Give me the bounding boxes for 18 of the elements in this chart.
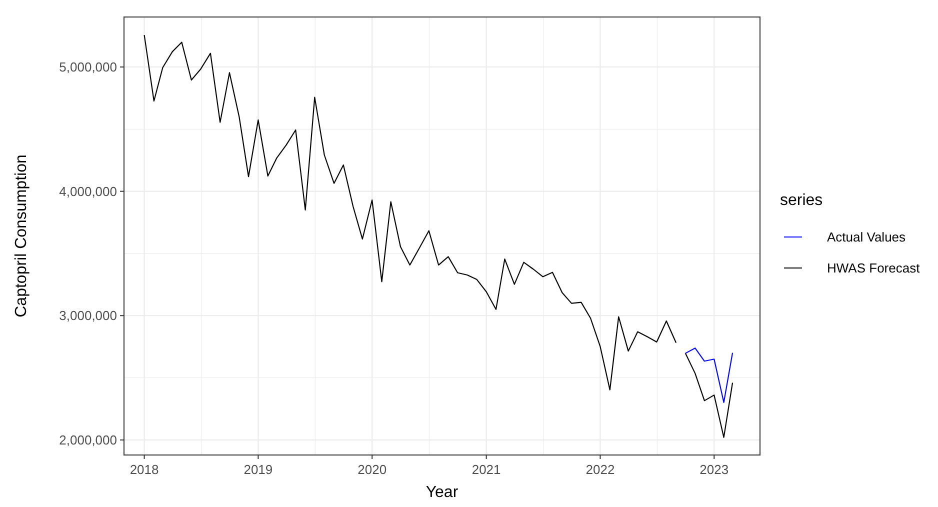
line-series: [144, 34, 677, 390]
y-tick-label: 5,000,000: [59, 60, 117, 75]
x-tick-label: 2022: [586, 462, 615, 477]
x-tick-label: 2021: [472, 462, 501, 477]
line-series: [684, 348, 734, 403]
line-series: [684, 352, 734, 438]
legend-title: series: [780, 192, 823, 209]
x-tick-label: 2018: [130, 462, 159, 477]
y-tick-label: 3,000,000: [59, 308, 117, 324]
x-tick-label: 2019: [244, 462, 273, 477]
y-tick-label: 4,000,000: [59, 184, 117, 199]
x-axis-title: Year: [426, 484, 459, 501]
y-axis-title: Captopril Consumption: [13, 154, 30, 318]
legend-label: Actual Values: [827, 230, 906, 245]
x-tick-label: 2020: [358, 462, 387, 477]
y-tick-label: 2,000,000: [59, 432, 117, 448]
x-tick-label: 2023: [700, 462, 729, 477]
legend-label: HWAS Forecast: [827, 260, 920, 276]
